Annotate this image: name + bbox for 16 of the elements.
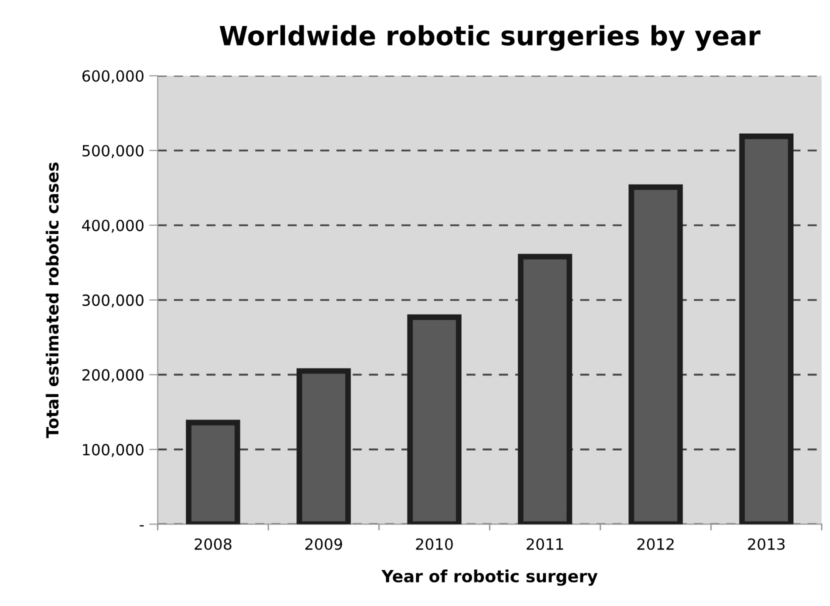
- y-tick-label: 400,000: [82, 220, 144, 233]
- x-axis-title: Year of robotic surgery: [381, 570, 598, 586]
- y-axis-title: Total estimated robotic cases: [46, 162, 59, 438]
- x-tick-label: 2011: [526, 538, 564, 550]
- chart-title: Worldwide robotic surgeries by year: [220, 25, 760, 51]
- x-tick-label: 2009: [305, 538, 342, 550]
- y-tick-label: 200,000: [82, 369, 144, 382]
- x-tick-label: 2012: [637, 538, 674, 550]
- x-tick-label: 2013: [748, 538, 785, 550]
- y-tick-label: 500,000: [82, 144, 144, 158]
- y-tick-label: -: [140, 525, 144, 526]
- x-tick-label: 2008: [194, 538, 232, 550]
- x-tick-label: 2010: [416, 538, 453, 550]
- y-tick-label: 300,000: [82, 294, 144, 308]
- y-tick-label: 100,000: [83, 444, 144, 458]
- y-tick-label: 600,000: [82, 70, 144, 84]
